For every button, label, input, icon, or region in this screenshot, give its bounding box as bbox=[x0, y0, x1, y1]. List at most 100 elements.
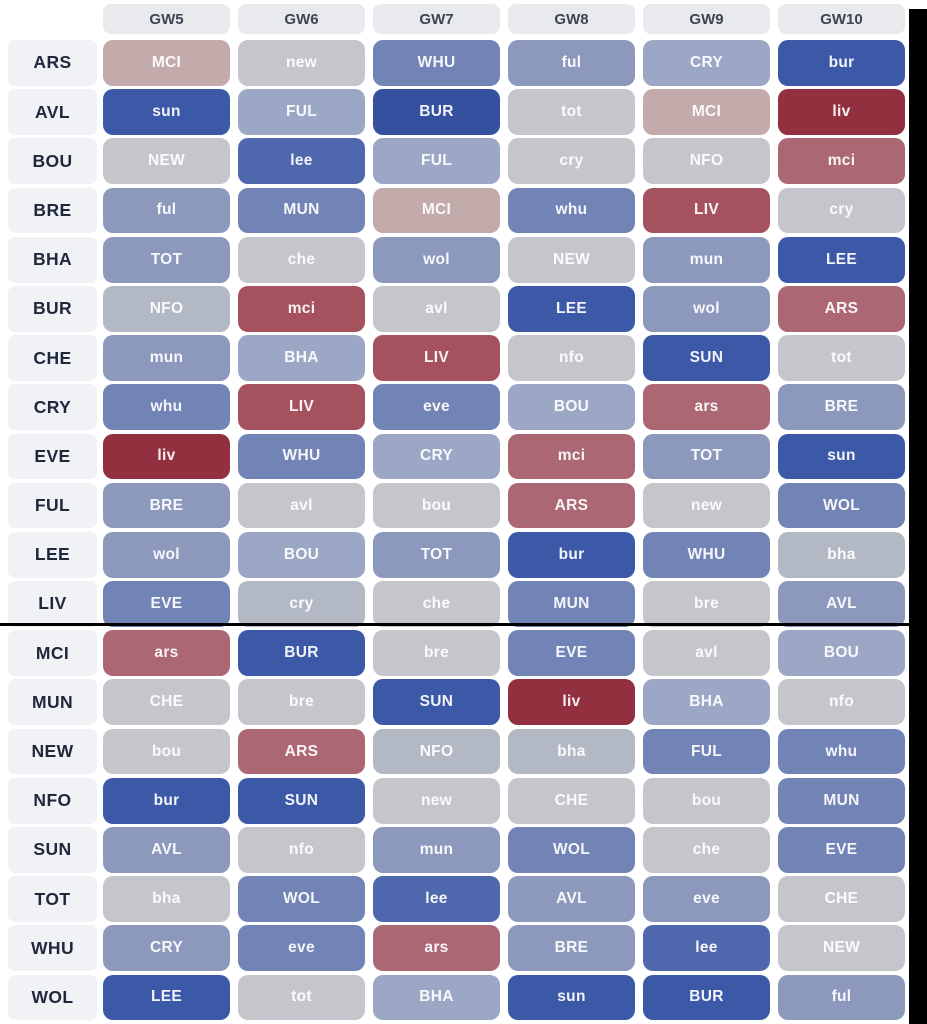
fixture-cell-ful-gw7: bou bbox=[373, 482, 500, 529]
team-label-liv: LIV bbox=[8, 581, 97, 627]
team-label-lee: LEE bbox=[8, 531, 97, 578]
fixture-cell-nfo-gw5: bur bbox=[103, 777, 230, 824]
fixture-cell-lee-gw7: TOT bbox=[373, 531, 500, 578]
fixture-cell-liv-gw10: AVL bbox=[778, 581, 905, 627]
fixture-cell-che-gw5: mun bbox=[103, 335, 230, 381]
fixture-cell-cry-gw10: BRE bbox=[778, 384, 905, 431]
fixture-cell-lee-gw5: wol bbox=[103, 531, 230, 578]
team-row-bre: BRE ful MUN MCI whu LIV cry bbox=[8, 187, 905, 234]
team-label-eve: EVE bbox=[8, 433, 97, 480]
team-label-che: CHE bbox=[8, 335, 97, 381]
fixture-cell-sun-gw10: EVE bbox=[778, 827, 905, 873]
fixture-cell-lee-gw9: WHU bbox=[643, 531, 770, 578]
fixture-cell-mci-gw10: BOU bbox=[778, 630, 905, 677]
team-label-bha: BHA bbox=[8, 236, 97, 283]
fixture-difficulty-grid: GW5 GW6 GW7 GW8 GW9 GW10 ARS MCI new WHU ful CRY bu… bbox=[8, 4, 905, 1024]
fixture-cell-bha-gw5: TOT bbox=[103, 236, 230, 283]
fixture-cell-nfo-gw8: CHE bbox=[508, 777, 635, 824]
fixture-cell-mci-gw5: ars bbox=[103, 630, 230, 677]
fixture-cell-eve-gw9: TOT bbox=[643, 433, 770, 480]
fixture-cell-mun-gw5: CHE bbox=[103, 679, 230, 726]
fixture-cell-mun-gw6: bre bbox=[238, 679, 365, 726]
fixture-cell-avl-gw8: tot bbox=[508, 89, 635, 135]
fixture-cell-liv-gw9: bre bbox=[643, 581, 770, 627]
fixture-cell-che-gw9: SUN bbox=[643, 335, 770, 381]
fixture-cell-eve-gw5: liv bbox=[103, 433, 230, 480]
fixture-cell-bou-gw6: lee bbox=[238, 138, 365, 185]
team-row-mun: MUN CHE bre SUN liv BHA nfo bbox=[8, 679, 905, 726]
fixture-cell-whu-gw10: NEW bbox=[778, 925, 905, 972]
gameweek-header-gw10: GW10 bbox=[778, 4, 905, 34]
team-row-ars: ARS MCI new WHU ful CRY bur bbox=[8, 40, 905, 86]
fixture-cell-nfo-gw9: bou bbox=[643, 777, 770, 824]
team-label-bou: BOU bbox=[8, 138, 97, 185]
fixture-cell-wol-gw8: sun bbox=[508, 974, 635, 1021]
fixture-cell-mun-gw10: nfo bbox=[778, 679, 905, 726]
team-label-new: NEW bbox=[8, 728, 97, 775]
fixture-cell-mun-gw8: liv bbox=[508, 679, 635, 726]
fixture-cell-tot-gw7: lee bbox=[373, 876, 500, 922]
fixture-cell-liv-gw5: EVE bbox=[103, 581, 230, 627]
fixture-cell-liv-gw8: MUN bbox=[508, 581, 635, 627]
fixture-cell-eve-gw10: sun bbox=[778, 433, 905, 480]
team-label-bur: BUR bbox=[8, 285, 97, 332]
fixture-cell-ars-gw8: ful bbox=[508, 40, 635, 86]
fixture-cell-bre-gw5: ful bbox=[103, 187, 230, 234]
team-row-eve: EVE liv WHU CRY mci TOT sun bbox=[8, 433, 905, 480]
fixture-cell-whu-gw9: lee bbox=[643, 925, 770, 972]
fixture-cell-bre-gw9: LIV bbox=[643, 187, 770, 234]
fixture-cell-bur-gw7: avl bbox=[373, 285, 500, 332]
gameweek-header-gw8: GW8 bbox=[508, 4, 635, 34]
team-row-bur: BUR NFO mci avl LEE wol ARS bbox=[8, 285, 905, 332]
team-row-new: NEW bou ARS NFO bha FUL whu bbox=[8, 728, 905, 775]
team-label-ars: ARS bbox=[8, 40, 97, 86]
fixture-cell-ful-gw8: ARS bbox=[508, 482, 635, 529]
team-label-mun: MUN bbox=[8, 679, 97, 726]
right-edge-black-bar bbox=[909, 9, 927, 1024]
fixture-cell-nfo-gw6: SUN bbox=[238, 777, 365, 824]
fixture-cell-new-gw6: ARS bbox=[238, 728, 365, 775]
fixture-cell-mci-gw9: avl bbox=[643, 630, 770, 677]
team-row-mci: MCI ars BUR bre EVE avl BOU bbox=[8, 630, 905, 677]
gameweek-header-gw9: GW9 bbox=[643, 4, 770, 34]
team-row-avl: AVL sun FUL BUR tot MCI liv bbox=[8, 89, 905, 135]
fixture-cell-bha-gw8: NEW bbox=[508, 236, 635, 283]
fixture-cell-bur-gw9: wol bbox=[643, 285, 770, 332]
team-row-bha: BHA TOT che wol NEW mun LEE bbox=[8, 236, 905, 283]
team-label-whu: WHU bbox=[8, 925, 97, 972]
fixture-cell-bha-gw10: LEE bbox=[778, 236, 905, 283]
fixture-cell-mun-gw7: SUN bbox=[373, 679, 500, 726]
team-label-avl: AVL bbox=[8, 89, 97, 135]
fixture-cell-ars-gw9: CRY bbox=[643, 40, 770, 86]
fixture-cell-ars-gw5: MCI bbox=[103, 40, 230, 86]
team-label-nfo: NFO bbox=[8, 777, 97, 824]
fixture-cell-tot-gw8: AVL bbox=[508, 876, 635, 922]
fixture-cell-bur-gw5: NFO bbox=[103, 285, 230, 332]
fixture-cell-che-gw7: LIV bbox=[373, 335, 500, 381]
fixture-cell-bha-gw7: wol bbox=[373, 236, 500, 283]
section-divider-line bbox=[0, 623, 927, 626]
fixture-cell-lee-gw8: bur bbox=[508, 531, 635, 578]
fixture-cell-cry-gw7: eve bbox=[373, 384, 500, 431]
fixture-cell-avl-gw5: sun bbox=[103, 89, 230, 135]
team-row-whu: WHU CRY eve ars BRE lee NEW bbox=[8, 925, 905, 972]
fixture-cell-bur-gw8: LEE bbox=[508, 285, 635, 332]
fixture-cell-cry-gw9: ars bbox=[643, 384, 770, 431]
fixture-cell-wol-gw7: BHA bbox=[373, 974, 500, 1021]
fixture-cell-mci-gw6: BUR bbox=[238, 630, 365, 677]
fixture-cell-tot-gw6: WOL bbox=[238, 876, 365, 922]
fixture-cell-eve-gw8: mci bbox=[508, 433, 635, 480]
fixture-cell-new-gw9: FUL bbox=[643, 728, 770, 775]
fixture-cell-ful-gw9: new bbox=[643, 482, 770, 529]
fixture-cell-bha-gw9: mun bbox=[643, 236, 770, 283]
fixture-cell-liv-gw7: che bbox=[373, 581, 500, 627]
fixture-cell-cry-gw5: whu bbox=[103, 384, 230, 431]
fixture-cell-mun-gw9: BHA bbox=[643, 679, 770, 726]
fixture-cell-new-gw8: bha bbox=[508, 728, 635, 775]
team-label-wol: WOL bbox=[8, 974, 97, 1021]
fixture-cell-sun-gw9: che bbox=[643, 827, 770, 873]
fixture-cell-avl-gw9: MCI bbox=[643, 89, 770, 135]
fixture-cell-liv-gw6: cry bbox=[238, 581, 365, 627]
fixture-cell-bur-gw10: ARS bbox=[778, 285, 905, 332]
team-label-ful: FUL bbox=[8, 482, 97, 529]
